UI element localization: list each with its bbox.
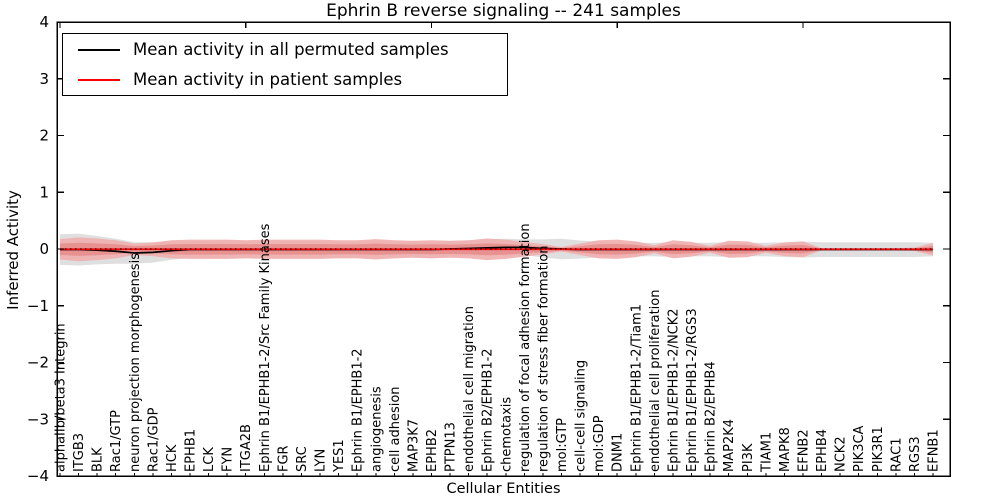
x-axis-label: Cellular Entities — [446, 481, 561, 497]
x-category-label: Ephrin B1/EPHB1-2 — [351, 348, 366, 472]
legend-label-permuted: Mean activity in all permuted samples — [133, 40, 449, 59]
x-category-label: BLK — [91, 447, 106, 472]
y-tick-label: 1 — [39, 183, 49, 201]
x-category-label: neuron projection morphogenesis — [128, 253, 143, 472]
x-category-label: MAPK8 — [778, 427, 793, 472]
x-category-label: PTPN13 — [444, 422, 459, 472]
legend-label-patient: Mean activity in patient samples — [133, 70, 403, 89]
x-category-label: MAP3K7 — [406, 419, 421, 472]
x-category-label: ITGA2B — [239, 424, 254, 472]
x-category-label: FGR — [276, 445, 291, 472]
x-category-label: PI3K — [741, 443, 756, 472]
x-category-label: alphaIIb/beta3 Integrin — [54, 323, 69, 472]
x-category-label: Ephrin B2/EPHB1-2 — [481, 348, 496, 472]
x-category-label: Ephrin B1/EPHB1-2/RGS3 — [685, 308, 700, 472]
y-tick-label: −3 — [27, 410, 49, 428]
x-category-label: EPHB4 — [815, 429, 830, 472]
x-category-label: DNM1 — [611, 433, 626, 472]
y-tick-label: 2 — [39, 127, 49, 145]
x-category-label: RGS3 — [908, 436, 923, 472]
permuted-line-swatch — [78, 48, 120, 51]
x-category-label: MAP2K4 — [722, 419, 737, 472]
x-category-label: FYN — [221, 447, 236, 472]
legend-item-permuted: Mean activity in all permuted samples — [63, 35, 507, 64]
x-category-label: PIK3CA — [852, 425, 867, 472]
x-category-label: LYN — [314, 449, 329, 472]
x-category-label: chemotaxis — [499, 397, 514, 472]
x-category-label: Rac1/GTP — [109, 410, 124, 472]
x-category-label: LCK — [202, 447, 217, 472]
x-category-label: Ephrin B1/EPHB1-2/NCK2 — [666, 308, 681, 472]
x-category-label: RAC1 — [889, 437, 904, 472]
x-category-label: SRC — [295, 446, 310, 472]
y-tick-label: 0 — [39, 240, 49, 258]
patient-line-swatch — [78, 78, 120, 81]
legend-item-patient: Mean activity in patient samples — [63, 65, 507, 94]
x-category-label: EFNB1 — [927, 429, 942, 472]
x-category-label: PIK3R1 — [871, 426, 886, 472]
x-category-label: cell adhesion — [388, 386, 403, 472]
x-category-label: EPHB2 — [425, 429, 440, 472]
x-category-label: TIAM1 — [759, 432, 774, 473]
x-category-label: endothelial cell migration — [462, 306, 477, 472]
x-category-label: YES1 — [332, 439, 347, 473]
x-category-label: EFNB2 — [796, 429, 811, 472]
x-category-label: HCK — [165, 444, 180, 472]
x-category-label: angiogenesis — [369, 386, 384, 472]
x-category-label: mol:GDP — [592, 415, 607, 472]
x-category-label: Ephrin B2/EPHB4 — [704, 361, 719, 472]
x-category-label: Ephrin B1/EPHB1-2/Tiam1 — [629, 304, 644, 472]
y-tick-label: −2 — [27, 354, 49, 372]
y-tick-label: −4 — [27, 467, 49, 485]
x-category-label: EPHB1 — [184, 429, 199, 472]
x-category-label: Rac1/GDP — [146, 407, 161, 472]
y-tick-label: 3 — [39, 70, 49, 88]
x-category-label: ITGB3 — [72, 433, 87, 472]
chart-title: Ephrin B reverse signaling -- 241 sample… — [326, 1, 681, 21]
x-category-label: Ephrin B1/EPHB1-2/Src Family Kinases — [258, 223, 273, 472]
y-tick-label: −1 — [27, 297, 49, 315]
legend: Mean activity in all permuted samples Me… — [62, 33, 508, 96]
x-category-label: NCK2 — [834, 436, 849, 472]
x-category-label: regulation of focal adhesion formation — [518, 223, 533, 472]
x-category-label: endothelial cell proliferation — [648, 290, 663, 473]
x-category-label: cell-cell signaling — [574, 360, 589, 472]
x-category-label: mol:GTP — [555, 418, 570, 472]
x-category-label: regulation of stress fiber formation — [536, 245, 551, 472]
y-tick-label: 4 — [39, 13, 49, 31]
